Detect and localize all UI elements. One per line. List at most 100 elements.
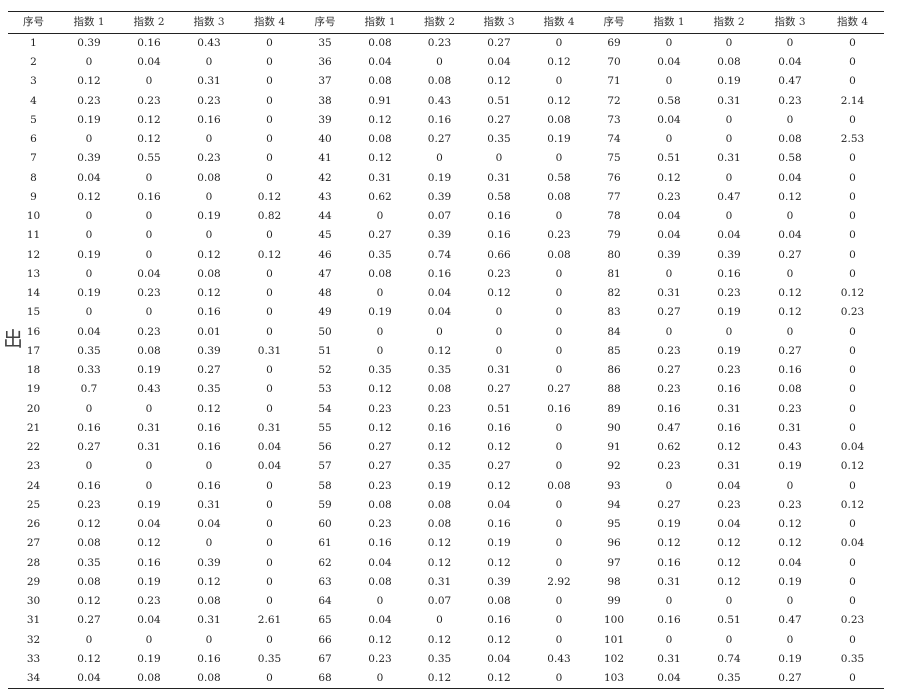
index-value-cell: 0.16	[137, 556, 161, 569]
table-row: 4 0.23 0.23 0.23 0 38 0.91 0.43 0.51 0.12 72 0.58 0.…	[8, 91, 884, 110]
index-value-cell: 0.35	[427, 460, 452, 473]
index-value-cell: 0.04	[137, 56, 161, 69]
index-value-cell: 0	[849, 267, 856, 280]
index-value-cell: 0.12	[778, 518, 802, 531]
index-value-cell: 0.04	[657, 229, 681, 242]
table-row: 13 0 0.04 0.08 0 47 0.08 0.16 0.23 0 81 0 0.16 0 0	[8, 265, 884, 284]
column-header: 指数 3	[193, 16, 225, 29]
index-value-cell: 0.35	[427, 364, 452, 377]
index-value-cell: 0	[266, 595, 273, 608]
index-value-cell: 0.16	[717, 267, 741, 280]
row-index-cell: 23	[26, 460, 41, 473]
index-value-cell: 0.12	[717, 575, 741, 588]
index-value-cell: 0	[786, 210, 794, 223]
index-value-cell: 0.12	[197, 402, 221, 415]
row-index-cell: 67	[318, 652, 332, 665]
index-value-cell: 0.19	[778, 575, 802, 588]
index-value-cell: 0.27	[487, 37, 511, 50]
index-value-cell: 0.16	[137, 37, 161, 50]
row-index-cell: 59	[318, 498, 332, 511]
index-value-cell: 0	[85, 460, 93, 473]
index-value-cell: 0	[555, 344, 563, 357]
index-value-cell: 0.23	[77, 498, 101, 511]
index-value-cell: 0.31	[717, 460, 741, 473]
index-value-cell: 0.31	[257, 344, 282, 357]
index-value-cell: 0.08	[368, 575, 392, 588]
row-index-cell: 56	[318, 441, 332, 454]
index-value-cell: 0.12	[77, 518, 101, 531]
index-value-cell: 0.04	[657, 210, 681, 223]
row-index-cell: 100	[603, 614, 625, 627]
index-value-cell: 0.08	[197, 671, 221, 684]
index-value-cell: 0	[555, 37, 563, 50]
column-header: 序号	[314, 16, 336, 29]
index-value-cell: 0.27	[778, 344, 802, 357]
index-value-cell: 0.16	[427, 113, 452, 126]
index-value-cell: 0.19	[717, 75, 741, 88]
index-value-cell: 0	[786, 479, 794, 492]
index-value-cell: 0	[266, 75, 273, 88]
index-value-cell: 0.23	[137, 287, 161, 300]
index-value-cell: 0	[786, 325, 794, 338]
index-value-cell: 0	[786, 267, 794, 280]
index-value-cell: 0.04	[137, 518, 161, 531]
row-index-cell: 51	[318, 344, 332, 357]
table-row: 24 0.16 0 0.16 0 58 0.23 0.19 0.12 0.08 93 0 0.04 0 0	[8, 476, 884, 495]
index-value-cell: 0.08	[197, 267, 221, 280]
index-value-cell: 0.08	[547, 248, 571, 261]
index-value-cell: 0.04	[657, 671, 681, 684]
table-row: 20 0 0 0.12 0 54 0.23 0.23 0.51 0.16 89 0.16 0.31 0.2…	[8, 399, 884, 418]
column-header: 序号	[603, 16, 625, 29]
row-index-cell: 97	[607, 556, 621, 569]
row-index-cell: 88	[607, 383, 621, 396]
index-value-cell: 0.16	[487, 518, 511, 531]
index-value-cell: 0.04	[368, 556, 392, 569]
index-value-cell: 0.39	[77, 152, 101, 165]
row-index-cell: 24	[26, 479, 41, 492]
row-index-cell: 33	[26, 652, 41, 665]
index-value-cell: 0.04	[487, 498, 511, 511]
index-value-cell: 0.16	[197, 421, 221, 434]
index-value-cell: 0.19	[197, 210, 221, 223]
index-value-cell: 0.04	[657, 113, 681, 126]
row-index-cell: 48	[318, 287, 332, 300]
table-row: 7 0.39 0.55 0.23 0 41 0.12 0 0 0 75 0.51 0.31 0.58 0	[8, 149, 884, 168]
index-value-cell: 0.16	[487, 210, 511, 223]
index-value-cell: 0.12	[717, 556, 741, 569]
index-value-cell: 0.16	[427, 267, 452, 280]
row-index-cell: 6	[30, 133, 37, 146]
index-value-cell: 0.43	[778, 441, 802, 454]
index-value-cell: 0.19	[717, 306, 741, 319]
row-index-cell: 81	[607, 267, 621, 280]
row-index-cell: 1	[30, 37, 37, 50]
index-value-cell: 0.47	[717, 190, 741, 203]
index-value-cell: 0.08	[197, 171, 221, 184]
row-index-cell: 17	[26, 344, 41, 357]
table-row: 25 0.23 0.19 0.31 0 59 0.08 0.08 0.04 0 94 0.27 0.23…	[8, 496, 884, 515]
index-value-cell: 0.23	[137, 325, 161, 338]
index-value-cell: 0	[145, 75, 153, 88]
index-value-cell: 0.27	[427, 133, 452, 146]
table-row: 8 0.04 0 0.08 0 42 0.31 0.19 0.31 0.58 76 0.12 0 0.04…	[8, 168, 884, 187]
index-value-cell: 0	[145, 229, 153, 242]
index-value-cell: 0.12	[77, 75, 101, 88]
index-value-cell: 0.23	[487, 267, 511, 280]
row-index-cell: 69	[607, 37, 621, 50]
index-value-cell: 0.19	[368, 306, 392, 319]
index-value-cell: 0.31	[657, 575, 681, 588]
column-header: 指数 2	[713, 16, 745, 29]
index-value-cell: 0.12	[368, 113, 392, 126]
index-value-cell: 0.16	[197, 113, 221, 126]
index-value-cell: 0.04	[840, 441, 865, 454]
index-value-cell: 2.92	[547, 575, 571, 588]
index-value-cell: 0	[849, 364, 856, 377]
index-value-cell: 0.31	[487, 171, 511, 184]
index-value-cell: 0	[205, 56, 213, 69]
row-index-cell: 91	[607, 441, 621, 454]
index-value-cell: 0.08	[717, 56, 741, 69]
index-value-cell: 0.16	[487, 614, 511, 627]
index-value-cell: 0	[436, 614, 443, 627]
index-value-cell: 0	[849, 56, 856, 69]
row-index-cell: 8	[30, 171, 37, 184]
row-index-cell: 34	[26, 671, 41, 684]
